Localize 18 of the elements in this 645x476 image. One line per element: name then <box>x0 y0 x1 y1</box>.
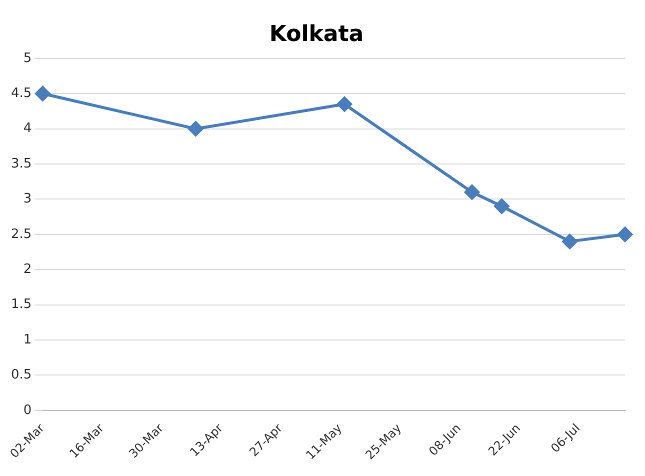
point <box>562 234 578 249</box>
point <box>618 226 632 242</box>
y-tick-label: 3 <box>23 192 32 207</box>
y-tick-label: 4 <box>23 121 32 136</box>
chart-title: Kolkata <box>269 22 364 47</box>
y-tick-label: 1.5 <box>10 297 32 312</box>
y-tick-label: 2.5 <box>10 226 32 242</box>
point <box>464 184 480 200</box>
y-tick-label: 3.5 <box>10 156 32 172</box>
y-tick-label: 5 <box>23 50 32 66</box>
y-tick-label: 0 <box>23 402 32 418</box>
y-tick-label: 2 <box>23 262 32 277</box>
point <box>188 121 204 136</box>
point <box>494 198 510 214</box>
y-tick-label: 4.5 <box>10 86 32 101</box>
point <box>336 96 352 112</box>
y-tick-label: 1 <box>23 332 32 348</box>
y-tick-label: 0.5 <box>10 368 32 383</box>
